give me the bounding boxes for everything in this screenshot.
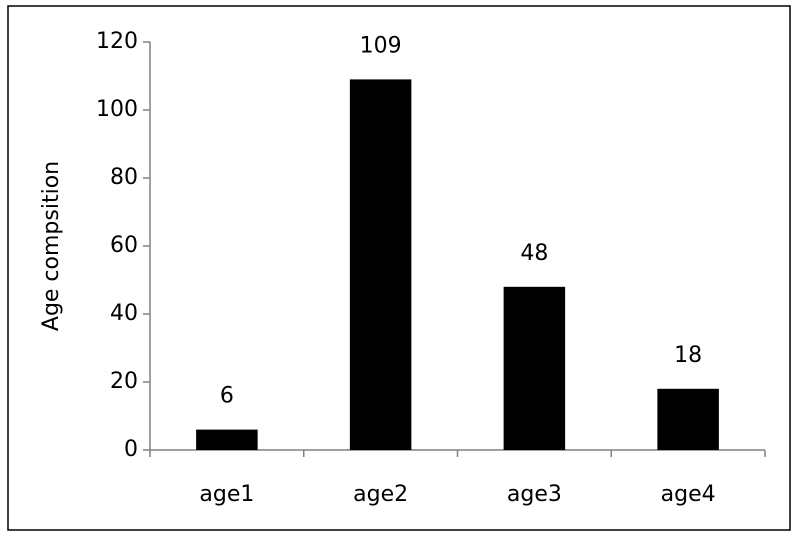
x-tick-label: age1 — [199, 482, 254, 507]
y-tick-label: 0 — [124, 437, 138, 462]
data-label: 6 — [220, 384, 234, 409]
bar — [349, 79, 412, 451]
data-label: 18 — [674, 343, 702, 368]
x-tick-label: age3 — [507, 482, 562, 507]
y-tick-label: 60 — [110, 233, 138, 258]
y-tick-label: 100 — [96, 97, 138, 122]
bar — [196, 429, 258, 450]
y-tick-label: 80 — [110, 165, 138, 190]
x-tick-label: age2 — [353, 482, 408, 507]
y-axis-label: Age compsition — [39, 161, 64, 331]
x-tick-label: age4 — [661, 482, 716, 507]
bar — [503, 286, 566, 450]
y-tick-label: 40 — [110, 301, 138, 326]
y-tick-label: 120 — [96, 29, 138, 54]
data-label: 109 — [360, 33, 402, 58]
y-tick-label: 20 — [110, 369, 138, 394]
bar — [657, 388, 719, 450]
data-label: 48 — [520, 241, 548, 266]
